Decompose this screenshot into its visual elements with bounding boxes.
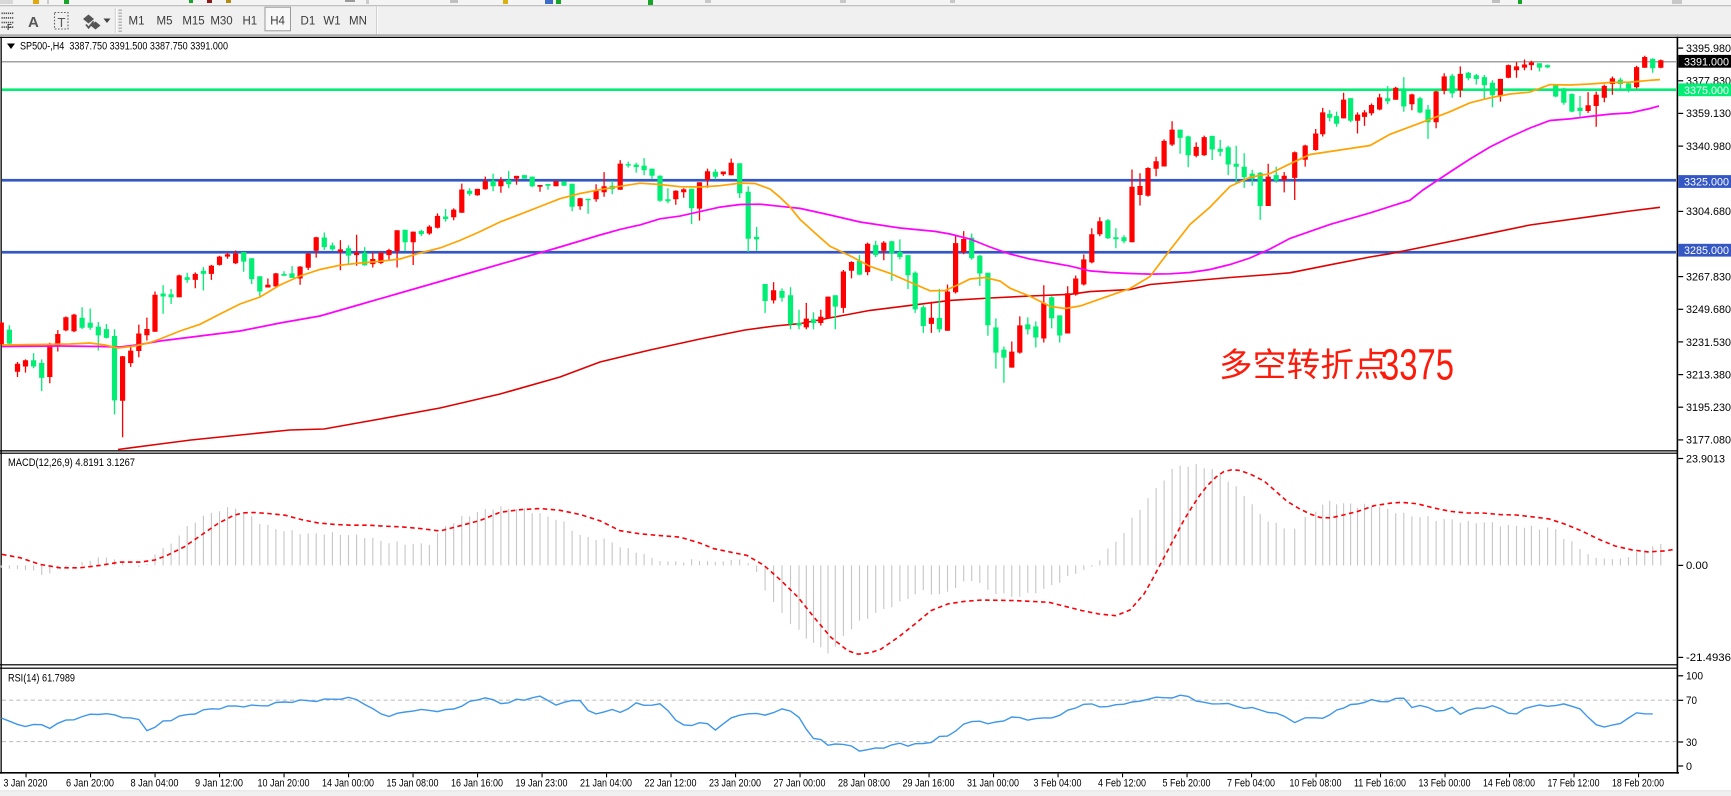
svg-text:MACD(12,26,9) 4.8191 3.1267: MACD(12,26,9) 4.8191 3.1267 xyxy=(8,457,135,469)
svg-text:3 Jan 2020: 3 Jan 2020 xyxy=(4,778,48,790)
svg-text:3359.130: 3359.130 xyxy=(1686,108,1731,120)
svg-text:M30: M30 xyxy=(210,16,232,28)
svg-text:H1: H1 xyxy=(242,16,257,28)
svg-text:8 Jan 04:00: 8 Jan 04:00 xyxy=(131,778,179,790)
svg-text:0.00: 0.00 xyxy=(1686,560,1708,572)
svg-text:23 Jan 20:00: 23 Jan 20:00 xyxy=(709,778,761,790)
svg-text:T: T xyxy=(58,15,66,30)
svg-text:SP500-,H4 3387.750 3391.500 3: SP500-,H4 3387.750 3391.500 3387.750 339… xyxy=(20,41,228,53)
svg-text:RSI(14) 61.7989: RSI(14) 61.7989 xyxy=(8,673,75,685)
svg-text:-21.4936: -21.4936 xyxy=(1686,652,1731,664)
svg-text:3213.380: 3213.380 xyxy=(1686,369,1731,381)
svg-text:3195.230: 3195.230 xyxy=(1686,402,1731,414)
svg-text:10 Feb 08:00: 10 Feb 08:00 xyxy=(1290,778,1342,790)
svg-text:21 Jan 04:00: 21 Jan 04:00 xyxy=(580,778,632,790)
svg-text:3325.000: 3325.000 xyxy=(1684,177,1729,189)
svg-text:14 Jan 00:00: 14 Jan 00:00 xyxy=(322,778,374,790)
svg-text:M5: M5 xyxy=(157,16,173,28)
svg-text:18 Feb 20:00: 18 Feb 20:00 xyxy=(1612,778,1664,790)
svg-text:3375.000: 3375.000 xyxy=(1684,85,1729,97)
svg-text:M15: M15 xyxy=(182,16,204,28)
svg-text:16 Jan 16:00: 16 Jan 16:00 xyxy=(451,778,503,790)
svg-text:0: 0 xyxy=(1686,761,1692,773)
svg-text:A: A xyxy=(28,14,39,31)
svg-text:70: 70 xyxy=(1686,695,1697,707)
svg-text:19 Jan 23:00: 19 Jan 23:00 xyxy=(516,778,568,790)
svg-text:29 Jan 16:00: 29 Jan 16:00 xyxy=(903,778,955,790)
svg-text:7 Feb 04:00: 7 Feb 04:00 xyxy=(1227,778,1275,790)
svg-text:23.9013: 23.9013 xyxy=(1686,453,1725,465)
svg-text:3249.680: 3249.680 xyxy=(1686,304,1731,316)
svg-text:13 Feb 00:00: 13 Feb 00:00 xyxy=(1419,778,1471,790)
svg-text:17 Feb 12:00: 17 Feb 12:00 xyxy=(1548,778,1600,790)
svg-text:3304.680: 3304.680 xyxy=(1686,206,1731,218)
svg-text:3375: 3375 xyxy=(1381,341,1454,390)
svg-text:H4: H4 xyxy=(270,16,285,28)
svg-text:D1: D1 xyxy=(301,16,316,28)
svg-text:3395.980: 3395.980 xyxy=(1686,43,1731,55)
svg-text:31 Jan 00:00: 31 Jan 00:00 xyxy=(967,778,1019,790)
svg-text:100: 100 xyxy=(1686,671,1703,683)
svg-text:4 Feb 12:00: 4 Feb 12:00 xyxy=(1098,778,1146,790)
svg-text:W1: W1 xyxy=(323,16,340,28)
svg-text:30: 30 xyxy=(1686,737,1697,749)
svg-text:M1: M1 xyxy=(129,16,145,28)
svg-text:27 Jan 00:00: 27 Jan 00:00 xyxy=(774,778,826,790)
svg-text:3391.000: 3391.000 xyxy=(1684,56,1729,68)
svg-text:11 Feb 16:00: 11 Feb 16:00 xyxy=(1354,778,1406,790)
svg-text:F: F xyxy=(7,23,12,32)
svg-text:14 Feb 08:00: 14 Feb 08:00 xyxy=(1483,778,1535,790)
svg-text:3 Feb 04:00: 3 Feb 04:00 xyxy=(1034,778,1082,790)
svg-text:3340.980: 3340.980 xyxy=(1686,141,1731,153)
svg-text:22 Jan 12:00: 22 Jan 12:00 xyxy=(645,778,697,790)
svg-text:28 Jan 08:00: 28 Jan 08:00 xyxy=(838,778,890,790)
svg-text:6 Jan 20:00: 6 Jan 20:00 xyxy=(66,778,114,790)
svg-text:MN: MN xyxy=(349,16,367,28)
svg-text:3267.830: 3267.830 xyxy=(1686,271,1731,283)
svg-text:15 Jan 08:00: 15 Jan 08:00 xyxy=(387,778,439,790)
svg-text:5 Feb 20:00: 5 Feb 20:00 xyxy=(1163,778,1211,790)
svg-text:9 Jan 12:00: 9 Jan 12:00 xyxy=(195,778,243,790)
svg-text:3231.530: 3231.530 xyxy=(1686,337,1731,349)
svg-text:3177.080: 3177.080 xyxy=(1686,435,1731,447)
svg-text:3285.000: 3285.000 xyxy=(1684,245,1729,257)
svg-text:10 Jan 20:00: 10 Jan 20:00 xyxy=(258,778,310,790)
